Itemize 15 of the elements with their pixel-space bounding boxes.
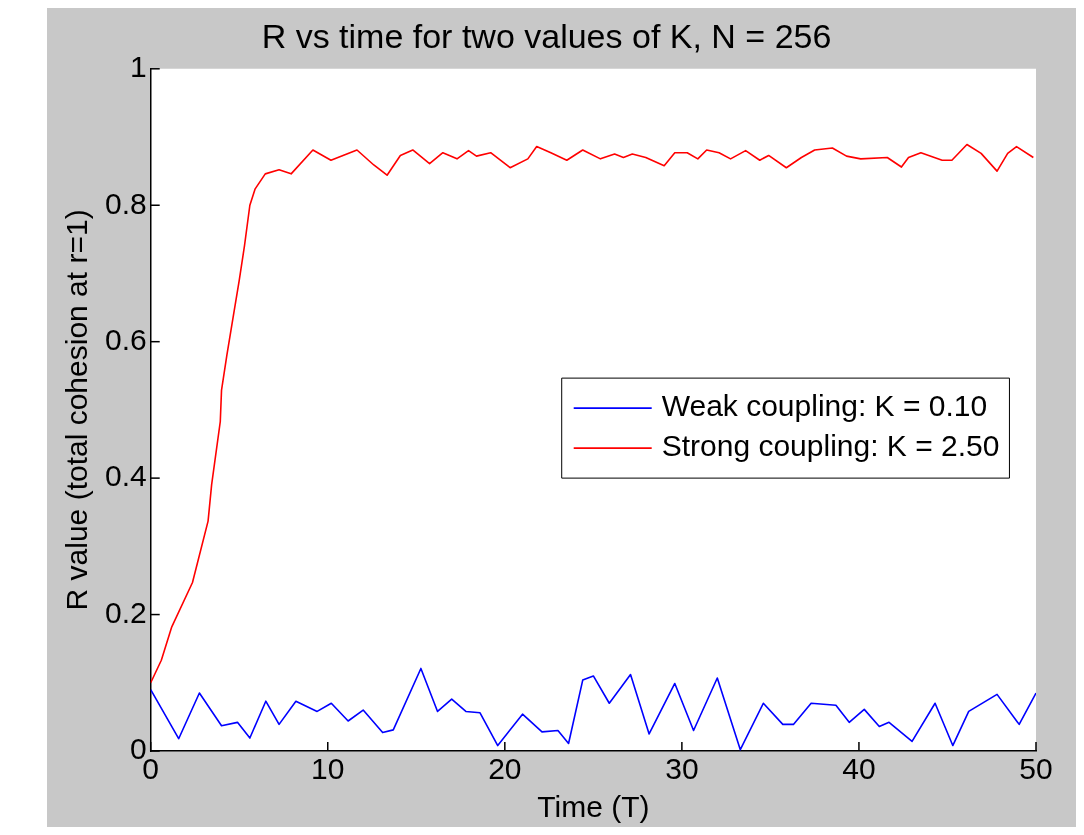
x-tick-label: 10 bbox=[311, 752, 345, 786]
x-tick-label: 30 bbox=[665, 752, 699, 786]
y-tick-label: 0.4 bbox=[104, 459, 147, 493]
x-tick-label: 20 bbox=[488, 752, 522, 786]
y-axis-title: R value (total cohesion at r=1) bbox=[60, 209, 94, 611]
y-tick-label: 0.8 bbox=[104, 186, 147, 220]
legend-label: Strong coupling: K = 2.50 bbox=[661, 429, 1000, 463]
x-tick-label: 40 bbox=[842, 752, 876, 786]
chart-title: R vs time for two values of K, N = 256 bbox=[261, 16, 832, 55]
y-tick-label: 0.6 bbox=[104, 322, 147, 356]
y-tick-label: 0.2 bbox=[104, 595, 147, 629]
y-tick-label: 1 bbox=[130, 50, 147, 84]
x-axis-title: Time (T) bbox=[537, 790, 650, 824]
legend-label: Weak coupling: K = 0.10 bbox=[661, 389, 988, 423]
x-tick-label: 50 bbox=[1019, 752, 1053, 786]
